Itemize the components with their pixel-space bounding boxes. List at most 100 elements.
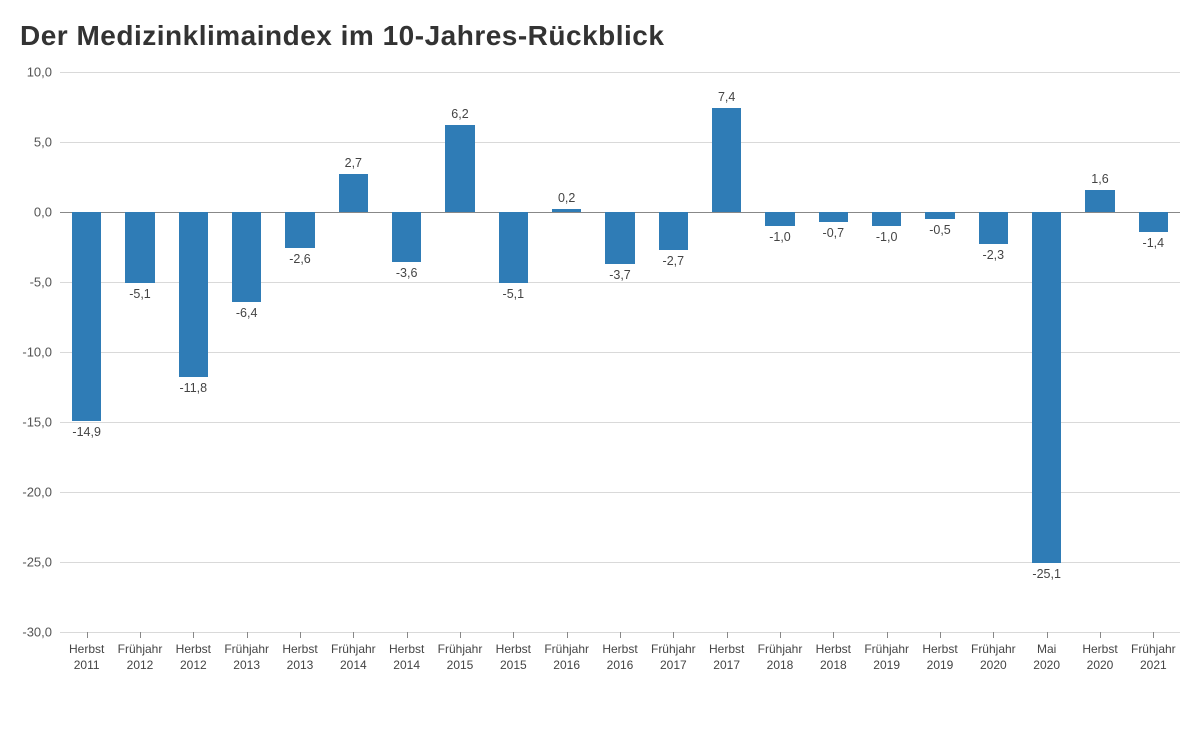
x-tick-label: Herbst2014 xyxy=(389,641,424,673)
x-tick xyxy=(620,632,621,638)
bar: -14,9 xyxy=(72,212,101,421)
bar: 7,4 xyxy=(712,108,741,212)
bar: -0,5 xyxy=(925,212,954,219)
bar: -11,8 xyxy=(179,212,208,377)
chart-wrap: 10,05,00,0-5,0-10,0-15,0-20,0-25,0-30,0 … xyxy=(10,72,1190,712)
bar-value-label: -2,7 xyxy=(663,254,685,268)
y-tick-label: -5,0 xyxy=(30,275,52,290)
bar-value-label: 7,4 xyxy=(718,90,735,104)
x-tick xyxy=(140,632,141,638)
x-tick-label: Frühjahr2016 xyxy=(544,641,589,673)
bar-value-label: -3,6 xyxy=(396,266,418,280)
x-tick xyxy=(300,632,301,638)
bar: -3,7 xyxy=(605,212,634,264)
y-axis: 10,05,00,0-5,0-10,0-15,0-20,0-25,0-30,0 xyxy=(10,72,60,632)
bar: -6,4 xyxy=(232,212,261,302)
bar: 0,2 xyxy=(552,209,581,212)
bar-value-label: -5,1 xyxy=(129,287,151,301)
bar: 6,2 xyxy=(445,125,474,212)
bar: -1,0 xyxy=(765,212,794,226)
x-tick-label: Frühjahr2020 xyxy=(971,641,1016,673)
bar-value-label: 0,2 xyxy=(558,191,575,205)
bar: -5,1 xyxy=(499,212,528,283)
bar: 2,7 xyxy=(339,174,368,212)
x-tick-label: Frühjahr2018 xyxy=(758,641,803,673)
x-tick xyxy=(193,632,194,638)
x-tick-label: Herbst2016 xyxy=(602,641,637,673)
bar: -1,4 xyxy=(1139,212,1168,232)
bar-value-label: 1,6 xyxy=(1091,172,1108,186)
x-tick xyxy=(1100,632,1101,638)
y-tick-label: 0,0 xyxy=(34,205,52,220)
bar: -2,7 xyxy=(659,212,688,250)
x-tick-label: Frühjahr2017 xyxy=(651,641,696,673)
x-tick-label: Herbst2019 xyxy=(922,641,957,673)
x-tick-label: Frühjahr2015 xyxy=(438,641,483,673)
bar: -0,7 xyxy=(819,212,848,222)
x-tick-label: Herbst2013 xyxy=(282,641,317,673)
x-tick-label: Herbst2012 xyxy=(176,641,211,673)
y-tick-label: 10,0 xyxy=(27,65,52,80)
x-tick-label: Herbst2018 xyxy=(816,641,851,673)
x-tick xyxy=(1047,632,1048,638)
x-tick xyxy=(567,632,568,638)
x-tick xyxy=(513,632,514,638)
y-tick-label: 5,0 xyxy=(34,135,52,150)
x-tick xyxy=(247,632,248,638)
bar-value-label: -1,0 xyxy=(769,230,791,244)
bar-value-label: -14,9 xyxy=(72,425,101,439)
y-tick-label: -15,0 xyxy=(22,415,52,430)
x-tick-label: Frühjahr2012 xyxy=(118,641,163,673)
y-tick-label: -30,0 xyxy=(22,625,52,640)
bar-value-label: -6,4 xyxy=(236,306,258,320)
chart-title: Der Medizinklimaindex im 10-Jahres-Rückb… xyxy=(10,20,1190,52)
x-tick xyxy=(460,632,461,638)
bar-value-label: -1,0 xyxy=(876,230,898,244)
bars-layer: -14,9 -5,1 -11,8 -6,4 -2,6 2,7 -3,6 6,2 -5,1 0,2 -… xyxy=(60,72,1180,632)
x-axis: Herbst2011 Frühjahr2012 Herbst2012 Frühjahr… xyxy=(60,637,1180,707)
bar-value-label: -3,7 xyxy=(609,268,631,282)
bar: -1,0 xyxy=(872,212,901,226)
y-tick-label: -20,0 xyxy=(22,485,52,500)
x-tick xyxy=(673,632,674,638)
x-tick xyxy=(887,632,888,638)
bar-value-label: -0,7 xyxy=(823,226,845,240)
x-tick xyxy=(87,632,88,638)
chart-container: Der Medizinklimaindex im 10-Jahres-Rückb… xyxy=(0,0,1200,740)
x-tick xyxy=(407,632,408,638)
x-tick xyxy=(940,632,941,638)
bar: 1,6 xyxy=(1085,190,1114,212)
bar-value-label: -11,8 xyxy=(180,381,208,395)
bar-value-label: 2,7 xyxy=(345,156,362,170)
bar: -5,1 xyxy=(125,212,154,283)
y-tick-label: -25,0 xyxy=(22,555,52,570)
bar-value-label: -25,1 xyxy=(1032,567,1061,581)
bar-value-label: -2,6 xyxy=(289,252,311,266)
x-tick-label: Herbst2017 xyxy=(709,641,744,673)
bar: -2,3 xyxy=(979,212,1008,244)
plot-area: -14,9 -5,1 -11,8 -6,4 -2,6 2,7 -3,6 6,2 -5,1 0,2 -… xyxy=(60,72,1180,632)
bar-value-label: -2,3 xyxy=(983,248,1005,262)
x-tick xyxy=(780,632,781,638)
x-tick-label: Mai2020 xyxy=(1033,641,1060,673)
bar-value-label: -1,4 xyxy=(1143,236,1165,250)
x-tick-label: Frühjahr2014 xyxy=(331,641,376,673)
x-tick-label: Herbst2020 xyxy=(1082,641,1117,673)
bar: -3,6 xyxy=(392,212,421,262)
x-tick xyxy=(1153,632,1154,638)
x-tick xyxy=(727,632,728,638)
x-tick-label: Herbst2011 xyxy=(69,641,104,673)
x-tick-label: Frühjahr2019 xyxy=(864,641,909,673)
x-tick xyxy=(833,632,834,638)
x-tick-label: Frühjahr2013 xyxy=(224,641,269,673)
bar: -2,6 xyxy=(285,212,314,248)
bar-value-label: -5,1 xyxy=(503,287,525,301)
x-tick xyxy=(353,632,354,638)
bar: -25,1 xyxy=(1032,212,1061,563)
bar-value-label: 6,2 xyxy=(451,107,468,121)
x-tick xyxy=(993,632,994,638)
bar-value-label: -0,5 xyxy=(929,223,951,237)
y-tick-label: -10,0 xyxy=(22,345,52,360)
x-tick-label: Frühjahr2021 xyxy=(1131,641,1176,673)
x-tick-label: Herbst2015 xyxy=(496,641,531,673)
